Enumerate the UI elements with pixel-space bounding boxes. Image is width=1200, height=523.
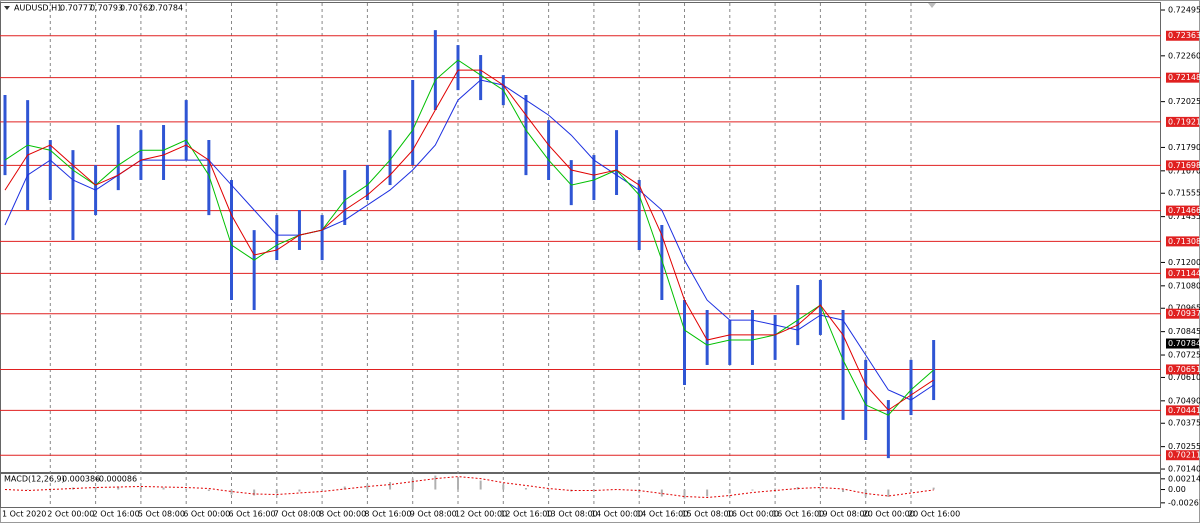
quote-value: 0.70777 bbox=[60, 4, 93, 13]
level-label: 0.70211 bbox=[1168, 451, 1200, 460]
quote-value: 0.70784 bbox=[150, 4, 183, 13]
level-label: 0.70651 bbox=[1168, 365, 1200, 374]
y-tick-label: 0.70965 bbox=[1168, 304, 1200, 313]
y-tick-label: 0.72025 bbox=[1168, 97, 1200, 106]
x-tick-label: 13 Oct 08:00 bbox=[546, 510, 598, 519]
x-tick-label: 7 Oct 08:00 bbox=[274, 510, 321, 519]
y-tick-label: 0.70255 bbox=[1168, 442, 1200, 451]
level-label-box bbox=[1166, 160, 1199, 171]
y-tick-label: 0.71790 bbox=[1168, 143, 1200, 152]
quote-value: 0.70762 bbox=[120, 4, 153, 13]
x-tick-label: 12 Oct 16:00 bbox=[500, 510, 552, 519]
x-tick-label: 16 Oct 00:00 bbox=[727, 510, 779, 519]
level-label-box bbox=[1166, 308, 1199, 319]
level-label: 0.71698 bbox=[1168, 161, 1200, 170]
level-label: 0.70937 bbox=[1168, 309, 1200, 318]
macd-reading: 0.000386 bbox=[62, 475, 100, 484]
x-tick-label: 15 Oct 08:00 bbox=[682, 510, 734, 519]
macd-title: MACD(12,26,9) bbox=[4, 475, 65, 484]
y-tick-label: 0.70140 bbox=[1168, 465, 1200, 474]
x-tick-label: 1 Oct 2020 bbox=[2, 510, 46, 519]
level-label-box bbox=[1166, 72, 1199, 83]
y-tick-label: 0.71435 bbox=[1168, 212, 1200, 221]
level-label: 0.72363 bbox=[1168, 31, 1200, 40]
x-tick-label: 2 Oct 16:00 bbox=[93, 510, 140, 519]
y-tick-label: 0.71670 bbox=[1168, 166, 1200, 175]
level-label: 0.71144 bbox=[1168, 269, 1200, 278]
level-label: 0.71921 bbox=[1168, 117, 1200, 126]
x-tick-label: 19 Oct 08:00 bbox=[817, 510, 869, 519]
moving-average bbox=[4, 59, 934, 416]
main-panel bbox=[0, 2, 1161, 473]
last-price-label: 0.70784 bbox=[1168, 339, 1200, 348]
level-label: 0.70441 bbox=[1168, 406, 1200, 415]
level-label-box bbox=[1166, 205, 1199, 216]
x-tick-label: 16 Oct 16:00 bbox=[772, 510, 824, 519]
level-label-box bbox=[1166, 30, 1199, 41]
x-tick-label: 9 Oct 08:00 bbox=[410, 510, 457, 519]
level-label: 0.71466 bbox=[1168, 206, 1200, 215]
macd-signal bbox=[4, 476, 934, 499]
macd-panel bbox=[0, 473, 1161, 508]
y-tick-label: 0.71555 bbox=[1168, 189, 1200, 198]
y-tick-label: 0.70845 bbox=[1168, 327, 1200, 336]
x-tick-label: 20 Oct 16:00 bbox=[908, 510, 960, 519]
moving-average bbox=[4, 69, 934, 411]
x-tick-label: 20 Oct 00:00 bbox=[863, 510, 915, 519]
x-tick-label: 14 Oct 00:00 bbox=[591, 510, 643, 519]
level-label-box bbox=[1166, 116, 1199, 127]
menu-icon bbox=[4, 6, 10, 10]
level-label-box bbox=[1166, 268, 1199, 279]
quote-value: 0.70793 bbox=[90, 4, 123, 13]
y-tick-label: 0.72260 bbox=[1168, 51, 1200, 60]
y-tick-label: 0.71200 bbox=[1168, 258, 1200, 267]
x-tick-label: 5 Oct 08:00 bbox=[138, 510, 185, 519]
shift-marker bbox=[928, 3, 936, 8]
x-tick-label: 2 Oct 00:00 bbox=[47, 510, 94, 519]
y-tick-label: 0.70725 bbox=[1168, 351, 1200, 360]
moving-average bbox=[4, 79, 934, 401]
macd-reading: -0.000086 bbox=[96, 475, 137, 484]
x-tick-label: 8 Oct 00:00 bbox=[319, 510, 366, 519]
level-label-box bbox=[1166, 450, 1199, 461]
y-tick-label: 0.70610 bbox=[1168, 373, 1200, 382]
chart-title: AUDUSD,H1 bbox=[14, 4, 62, 13]
level-label-box bbox=[1166, 236, 1199, 247]
x-tick-label: 12 Oct 00:00 bbox=[455, 510, 507, 519]
last-price-box bbox=[1166, 338, 1199, 349]
level-label-box bbox=[1166, 405, 1199, 416]
x-tick-label: 8 Oct 16:00 bbox=[364, 510, 411, 519]
y-tick-label: 0.00 bbox=[1168, 485, 1186, 494]
y-tick-label: 0.70490 bbox=[1168, 396, 1200, 405]
y-tick-label: 0.71080 bbox=[1168, 281, 1200, 290]
level-label-box bbox=[1166, 364, 1199, 375]
x-tick-label: 14 Oct 16:00 bbox=[636, 510, 688, 519]
level-label: 0.71308 bbox=[1168, 237, 1200, 246]
y-tick-label: 0.72495 bbox=[1168, 6, 1200, 15]
y-tick-label: 0.002147 bbox=[1168, 474, 1200, 483]
level-label: 0.72148 bbox=[1168, 73, 1200, 82]
y-tick-label: -0.002676 bbox=[1168, 498, 1200, 507]
x-tick-label: 6 Oct 00:00 bbox=[183, 510, 230, 519]
y-tick-label: 0.70375 bbox=[1168, 419, 1200, 428]
x-tick-label: 6 Oct 16:00 bbox=[229, 510, 276, 519]
